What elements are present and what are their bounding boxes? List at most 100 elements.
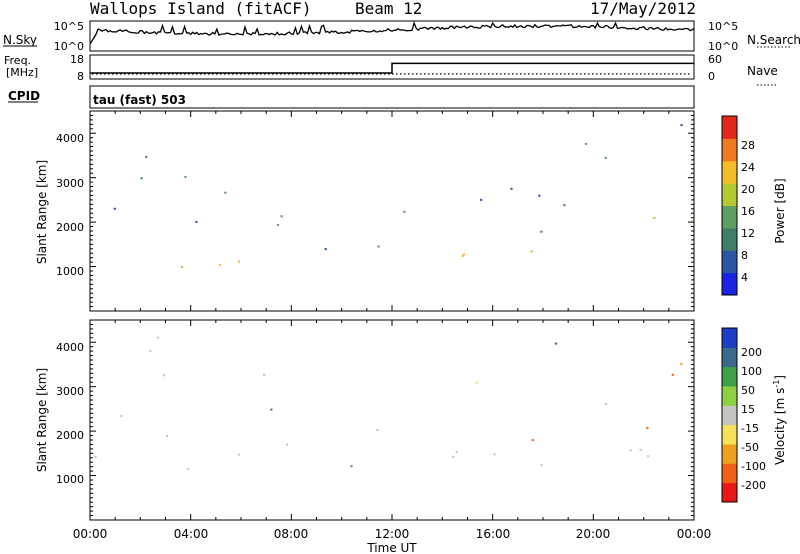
- echo-cell: [238, 260, 241, 263]
- freq-label: Freq.: [4, 54, 31, 67]
- colorbar-segment: [722, 328, 737, 348]
- freq-panel-frame: [89, 54, 695, 80]
- power-cbar-tick-12: 12: [741, 227, 755, 240]
- echo-cell: [671, 373, 674, 376]
- nsearch-tick-top: 10^5: [708, 20, 738, 33]
- noise-panel-frame: [89, 20, 695, 52]
- vel-cbar-tick-100: 100: [741, 365, 762, 378]
- power-colorbar: [721, 115, 738, 296]
- colorbar-segment: [722, 482, 737, 503]
- frequency-trace: [90, 62, 694, 74]
- power-cbar-label: Power [dB]: [773, 178, 787, 243]
- colorbar-segment: [722, 250, 737, 274]
- power-panel-frame: [89, 110, 695, 312]
- velocity-cbar-label: Velocity [m s-1]: [772, 375, 787, 465]
- vel-cbar-tick-neg100: -100: [741, 460, 766, 473]
- echo-cell: [376, 429, 379, 431]
- nave-tick-bottom: 0: [708, 70, 715, 83]
- cpid-label: CPID: [8, 89, 40, 103]
- xtick-1200: 12:00: [375, 527, 410, 541]
- echo-cell: [584, 142, 588, 145]
- echo-cell: [166, 435, 169, 437]
- freq-unit-label: [MHz]: [6, 66, 38, 79]
- echo-cell: [184, 176, 187, 178]
- power-cbar-tick-8: 8: [741, 249, 748, 262]
- date-title: 17/May/2012: [590, 0, 696, 18]
- power-ticks: [89, 110, 695, 312]
- colorbar-segment: [722, 424, 737, 445]
- colorbar-segment: [722, 347, 737, 368]
- echo-cell: [540, 464, 543, 467]
- power-cbar-tick-24: 24: [741, 161, 755, 174]
- velocity-ytick-4000: 4000: [56, 341, 84, 354]
- vel-cbar-tick-neg15: -15: [741, 422, 759, 435]
- echo-cell: [639, 448, 642, 451]
- velocity-ticks: [89, 319, 695, 521]
- power-cbar-tick-28: 28: [741, 139, 755, 152]
- echo-cell: [187, 468, 190, 470]
- echo-cell: [604, 403, 608, 406]
- xtick-1600: 16:00: [476, 527, 511, 541]
- echo-cell: [554, 342, 557, 345]
- echo-cell: [403, 210, 406, 213]
- x-axis-label: Time UT: [366, 541, 417, 554]
- velocity-ytick-2000: 2000: [56, 429, 84, 442]
- echo-cell: [653, 217, 656, 219]
- echo-cell: [377, 245, 380, 248]
- echo-cell: [113, 207, 116, 210]
- echo-cell: [270, 408, 273, 411]
- echo-cell: [195, 220, 198, 223]
- echo-cell: [646, 427, 649, 430]
- echo-cell: [680, 363, 683, 366]
- vel-cbar-tick-200: 200: [741, 346, 762, 359]
- power-ytick-3000: 3000: [56, 177, 84, 190]
- echo-cell: [350, 465, 353, 468]
- echo-cell: [145, 155, 148, 158]
- echo-cell: [452, 455, 455, 458]
- velocity-ytick-1000: 1000: [56, 473, 84, 486]
- xtick-0400: 04:00: [174, 527, 209, 541]
- colorbar-segment: [722, 227, 737, 251]
- velocity-colorbar: [721, 327, 738, 503]
- echo-cell: [604, 156, 607, 159]
- echo-cell: [237, 453, 240, 456]
- echo-cell: [120, 414, 123, 417]
- echo-cell: [563, 204, 566, 207]
- nsky-tick-top: 10^5: [54, 20, 84, 33]
- velocity-panel-frame: [89, 319, 695, 521]
- echo-cell: [475, 381, 478, 384]
- echo-cell: [280, 215, 283, 218]
- colorbar-segment: [722, 160, 737, 184]
- velocity-heatmap: [94, 336, 683, 470]
- vel-cbar-tick-neg50: -50: [741, 441, 759, 454]
- echo-cell: [692, 220, 695, 223]
- colorbar-segment: [722, 463, 737, 484]
- echo-cell: [149, 350, 152, 353]
- velocity-ylabel: Slant Range [km]: [35, 368, 49, 472]
- beam-title: Beam 12: [355, 0, 422, 18]
- echo-cell: [480, 198, 483, 201]
- colorbar-segment: [722, 205, 737, 229]
- echo-cell: [324, 248, 327, 251]
- nave-label: Nave: [747, 64, 778, 78]
- colorbar-frame: [721, 327, 738, 503]
- echo-cell: [224, 191, 227, 194]
- echo-cell: [510, 187, 513, 190]
- freq-tick-top: 18: [70, 53, 84, 66]
- power-ytick-1000: 1000: [56, 265, 84, 278]
- power-cbar-tick-20: 20: [741, 183, 755, 196]
- xtick-2400: 00:00: [677, 527, 712, 541]
- echo-cell: [462, 253, 465, 256]
- echo-cell: [276, 223, 280, 226]
- xtick-2000: 20:00: [576, 527, 611, 541]
- cpid-panel-frame: [89, 85, 695, 109]
- echo-cell: [180, 266, 183, 269]
- echo-cell: [538, 194, 541, 197]
- colorbar-segment: [722, 272, 737, 296]
- echo-cell: [286, 443, 289, 446]
- power-cbar-tick-16: 16: [741, 205, 755, 218]
- colorbar-segment: [722, 386, 737, 406]
- xtick-0000: 00:00: [73, 527, 108, 541]
- echo-cell: [647, 455, 650, 458]
